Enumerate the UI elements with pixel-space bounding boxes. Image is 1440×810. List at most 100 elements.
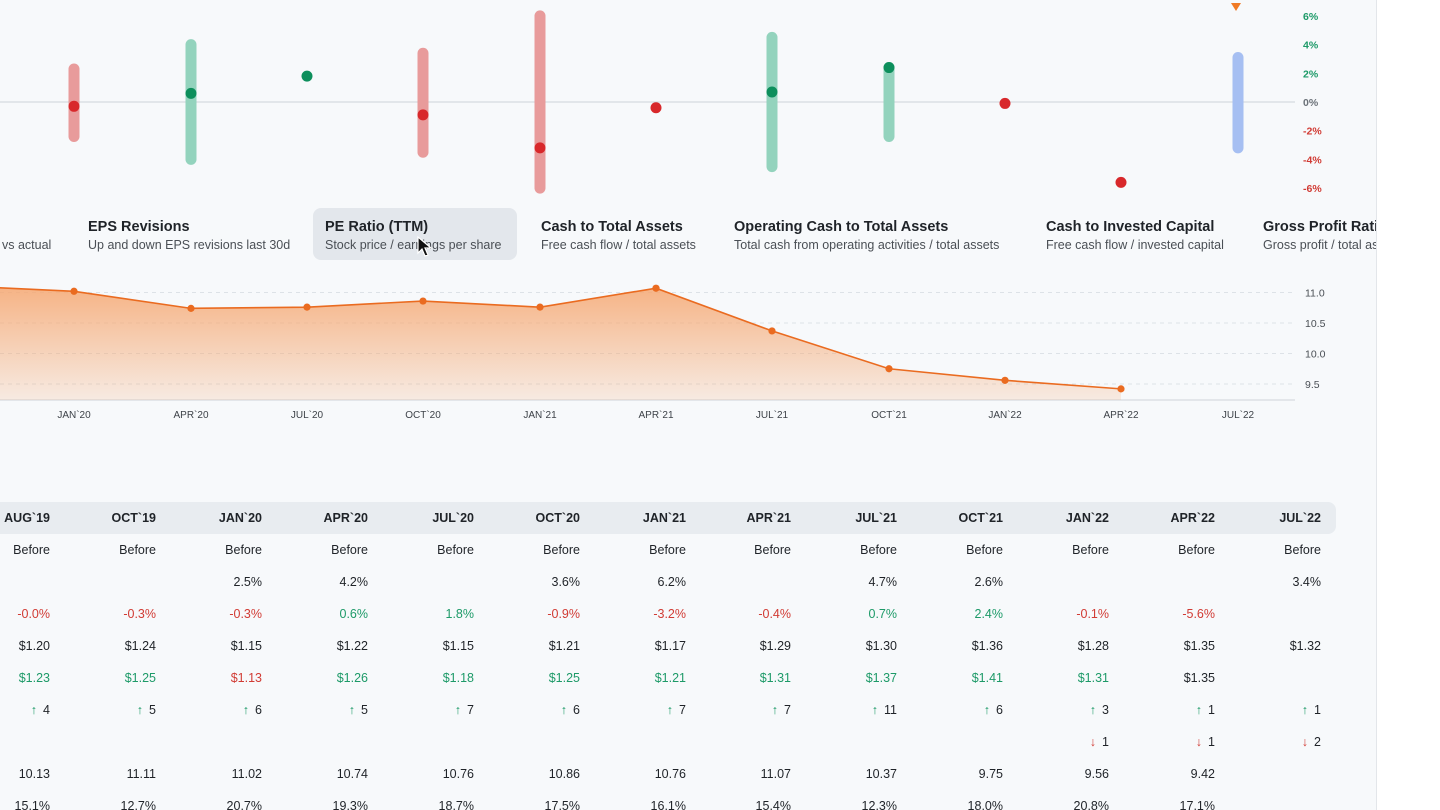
count-value: 5 xyxy=(361,703,368,717)
count-value: 1 xyxy=(1314,703,1321,717)
metric-subtitle: Up and down EPS revisions last 30d xyxy=(88,238,291,252)
table-cell: $1.24 xyxy=(124,639,156,653)
metric-tab[interactable]: PE Ratio (TTM) Stock price / earnings per… xyxy=(313,208,517,260)
metric-tab[interactable]: EPS Revisions Up and down EPS revisions l… xyxy=(76,208,302,260)
column-header[interactable]: OCT`20 xyxy=(535,511,580,525)
table-cell: Before xyxy=(13,543,50,557)
table-cell: ↑ 11 xyxy=(807,702,897,718)
column-header[interactable]: JAN`20 xyxy=(218,511,262,525)
table-cell: $1.31 xyxy=(1077,671,1109,685)
column-header[interactable]: JUL`22 xyxy=(1279,511,1321,525)
table-cell: 12.7% xyxy=(120,799,156,810)
count-value: 7 xyxy=(784,703,791,717)
metric-title: Operating Cash to Total Assets xyxy=(734,219,949,235)
table-cell: 9.56 xyxy=(1084,767,1109,781)
table-cell: 16.1% xyxy=(650,799,686,810)
column-header[interactable]: JAN`22 xyxy=(1065,511,1109,525)
table-cell: 10.74 xyxy=(336,767,368,781)
table-cell: Before xyxy=(1178,543,1215,557)
data-point[interactable] xyxy=(303,303,311,311)
table-cell: $1.17 xyxy=(654,639,686,653)
table-cell: 6.2% xyxy=(657,575,687,589)
table-cell: 10.76 xyxy=(442,767,474,781)
data-point[interactable] xyxy=(885,365,893,373)
table-cell: $1.25 xyxy=(548,671,580,685)
metric-tab[interactable]: Gross Profit Ratio Gross profit / total a… xyxy=(1251,208,1376,260)
table-cell: $1.35 xyxy=(1183,639,1215,653)
table-cell: 1.8% xyxy=(445,607,475,621)
x-tick-label: JUL`21 xyxy=(756,409,789,421)
table-cell: 15.4% xyxy=(755,799,791,810)
table-cell: 18.7% xyxy=(438,799,474,810)
table-cell: 15.1% xyxy=(14,799,50,810)
table-cell: ↑ 5 xyxy=(66,702,156,718)
table-cell: ↓ 2 xyxy=(1231,734,1321,750)
column-header[interactable]: JAN`21 xyxy=(642,511,686,525)
table-cell: -0.9% xyxy=(547,607,580,621)
scrollbar[interactable] xyxy=(1376,0,1440,810)
table-cell: $1.23 xyxy=(18,671,50,685)
metric-subtitle: Stock price / earnings per share xyxy=(325,238,502,252)
column-header[interactable]: JUL`20 xyxy=(432,511,474,525)
data-point[interactable] xyxy=(419,297,427,305)
column-header[interactable]: APR`22 xyxy=(1170,511,1215,525)
arrow-down-icon: ↓ xyxy=(1089,735,1097,749)
value-dot xyxy=(883,62,895,74)
table-cell: 3.4% xyxy=(1292,575,1322,589)
mouse-cursor-icon xyxy=(417,235,433,257)
x-tick-label: JAN`21 xyxy=(523,409,557,421)
y-tick-label: 10.0 xyxy=(1305,349,1326,361)
data-point[interactable] xyxy=(1001,376,1009,384)
table-cell: $1.13 xyxy=(230,671,262,685)
table-cell: ↑ 6 xyxy=(490,702,580,718)
value-dot xyxy=(417,109,429,121)
table-cell: $1.28 xyxy=(1077,639,1109,653)
data-point[interactable] xyxy=(187,304,195,312)
table-cell: ↑ 7 xyxy=(701,702,791,718)
table-header xyxy=(0,502,1336,534)
data-point[interactable] xyxy=(1117,385,1125,393)
table-cell: 17.5% xyxy=(544,799,580,810)
column-header[interactable]: OCT`21 xyxy=(958,511,1003,525)
column-header[interactable]: APR`20 xyxy=(323,511,368,525)
table-cell: ↑ 5 xyxy=(278,702,368,718)
count-value: 1 xyxy=(1208,703,1215,717)
data-point[interactable] xyxy=(652,284,660,292)
table-cell: $1.26 xyxy=(336,671,368,685)
table-cell: Before xyxy=(437,543,474,557)
arrow-up-icon: ↑ xyxy=(242,703,250,717)
table-cell: $1.15 xyxy=(230,639,262,653)
count-value: 6 xyxy=(573,703,580,717)
table-cell: Before xyxy=(543,543,580,557)
data-point[interactable] xyxy=(70,287,78,295)
table-cell: $1.36 xyxy=(971,639,1003,653)
column-header[interactable]: JUL`21 xyxy=(855,511,897,525)
x-tick-label: JUL`20 xyxy=(291,409,324,421)
metric-title: Cash to Total Assets xyxy=(541,219,683,235)
arrow-up-icon: ↑ xyxy=(983,703,991,717)
arrow-down-icon: ↓ xyxy=(1301,735,1309,749)
metric-tab[interactable]: Operating Cash to Total Assets Total cash… xyxy=(722,208,1011,260)
column-header[interactable]: APR`21 xyxy=(746,511,791,525)
table-cell: 20.7% xyxy=(226,799,262,810)
arrow-up-icon: ↑ xyxy=(1301,703,1309,717)
metric-subtitle: Free cash flow / invested capital xyxy=(1046,238,1224,252)
count-value: 3 xyxy=(1102,703,1109,717)
column-header[interactable]: OCT`19 xyxy=(111,511,156,525)
metric-subtitle: Free cash flow / total assets xyxy=(541,238,696,252)
column-header[interactable]: AUG`19 xyxy=(4,511,50,525)
data-point[interactable] xyxy=(536,303,544,311)
data-point[interactable] xyxy=(768,327,776,335)
metric-tab[interactable]: vs actual xyxy=(0,208,63,260)
arrow-up-icon: ↑ xyxy=(348,703,356,717)
table-cell: 2.5% xyxy=(233,575,263,589)
metric-tab[interactable]: Cash to Invested Capital Free cash flow /… xyxy=(1034,208,1236,260)
table-cell: ↓ 1 xyxy=(1125,734,1215,750)
main-panel: 6% 4% 2% 0% -2% -4% -6% vs actual EPS Revisions… xyxy=(0,3,1376,810)
arrow-up-icon: ↑ xyxy=(871,703,879,717)
metric-tab[interactable]: Cash to Total Assets Free cash flow / tot… xyxy=(529,208,708,260)
table-cell: 10.13 xyxy=(18,767,50,781)
value-dot xyxy=(766,86,778,98)
table-cell: $1.32 xyxy=(1289,639,1321,653)
table-cell: Before xyxy=(860,543,897,557)
